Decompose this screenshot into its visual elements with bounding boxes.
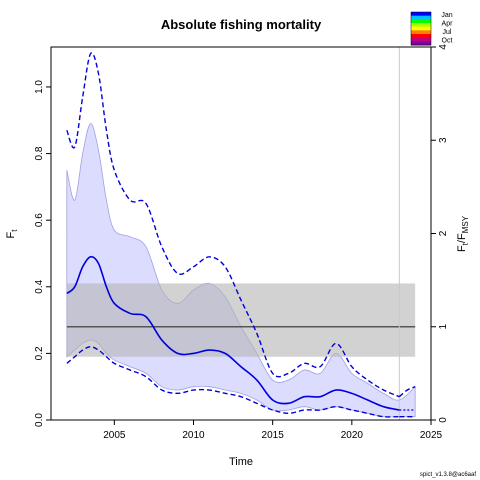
ci-band-inner [66, 123, 416, 418]
upper-ci-line [66, 52, 400, 398]
y-tick-label: 0.4 [34, 279, 45, 293]
legend-color-strip [411, 19, 431, 24]
x-tick-label: 2025 [420, 430, 443, 441]
legend-entry: Jan [441, 12, 452, 19]
y-right-tick-label: 3 [438, 137, 449, 143]
legend-color-strip [411, 23, 431, 28]
x-tick-label: 2020 [341, 430, 364, 441]
legend-color-strip [411, 15, 431, 20]
chart-title: Absolute fishing mortality [161, 17, 322, 32]
legend-color-strip [411, 12, 431, 17]
legend-color-strip [411, 26, 431, 31]
estimate-line [66, 255, 400, 411]
y-right-tick-label: 1 [438, 324, 449, 330]
x-axis-label: Time [229, 456, 253, 468]
footer-note: spict_v1.3.8@ac6aaf [420, 472, 476, 478]
legend-frame [410, 11, 432, 46]
y-right-tick-label: 2 [438, 230, 449, 236]
lower-ci-line [66, 346, 400, 418]
legend-entry: Jul [443, 29, 452, 36]
forecast-upper-line [398, 386, 416, 398]
legend-entry: Apr [442, 21, 454, 28]
legend-color-strip [411, 34, 431, 39]
legend-color-strip [411, 41, 431, 46]
legend-color-strip [411, 37, 431, 42]
x-tick-label: 2010 [182, 430, 205, 441]
y-tick-label: 0.0 [34, 413, 45, 427]
y-tick-label: 0.8 [34, 146, 45, 160]
plot-area: 2005 2010 2015 2020 2025 0.0 0.2 0.4 0.6 0.8 1.0 0 1… [34, 44, 449, 441]
y-axis-label-sub: t [10, 229, 19, 232]
y-right-tick-label: 0 [438, 417, 449, 423]
fmsy-ci-band [66, 283, 416, 357]
y-right-tick-label: 4 [438, 44, 449, 50]
y-axis-label: Ft [5, 229, 19, 239]
y-tick-label: 0.2 [34, 346, 45, 360]
x-tick-label: 2015 [262, 430, 285, 441]
x-tick-label: 2005 [103, 430, 126, 441]
y-tick-label: 0.6 [34, 213, 45, 227]
legend-color-strip [411, 30, 431, 35]
y-axis-right-label: Ft/FMSY [456, 215, 470, 252]
y-axis-label-main: F [5, 231, 17, 238]
legend-entry: Oct [442, 38, 453, 45]
y-tick-label: 1.0 [34, 80, 45, 94]
